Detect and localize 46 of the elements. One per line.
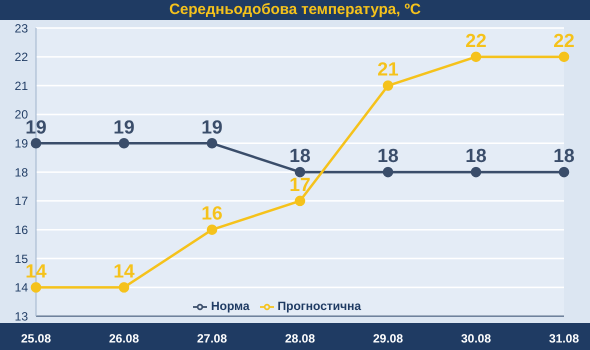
y-tick-label: 14	[14, 280, 28, 295]
point	[30, 282, 42, 293]
data-label: 22	[553, 30, 575, 52]
x-tick-label: 31.08	[548, 332, 580, 346]
point	[294, 196, 306, 206]
point	[206, 138, 218, 149]
point	[382, 80, 394, 91]
y-tick-label: 21	[14, 78, 28, 93]
point	[118, 282, 130, 293]
point	[30, 138, 42, 149]
legend-label: Норма	[210, 299, 250, 313]
point	[558, 166, 570, 178]
y-tick-label: 19	[14, 136, 28, 151]
data-label: 18	[465, 146, 487, 168]
data-label: 22	[465, 30, 487, 52]
point	[294, 166, 306, 178]
data-label: 18	[289, 146, 311, 168]
y-tick-label: 18	[14, 165, 28, 180]
y-tick-label: 15	[14, 252, 28, 266]
point	[470, 52, 482, 62]
x-tick-label: 27.08	[196, 332, 228, 346]
legend-label: Прогностична	[278, 299, 362, 313]
x-tick-label: 26.08	[108, 332, 140, 346]
data-label: 18	[553, 146, 575, 168]
point	[470, 166, 482, 178]
x-tick-label: 29.08	[372, 332, 404, 346]
y-tick-label: 22	[14, 50, 28, 64]
point	[382, 166, 394, 178]
data-label: 18	[377, 146, 399, 168]
point	[206, 224, 218, 235]
y-tick-label: 16	[14, 222, 28, 237]
data-label: 19	[201, 117, 223, 138]
x-tick-label: 28.08	[284, 332, 316, 346]
point	[118, 138, 130, 149]
data-label: 17	[289, 174, 311, 196]
x-tick-label: 30.08	[460, 332, 492, 346]
data-label: 16	[201, 204, 223, 225]
point	[558, 52, 570, 62]
y-tick-label: 17	[14, 194, 28, 208]
x-tick-label: 25.08	[20, 332, 52, 346]
data-label: 19	[113, 117, 135, 138]
data-label: 21	[377, 60, 399, 81]
y-tick-label: 23	[14, 21, 28, 36]
data-label: 14	[113, 261, 135, 282]
y-tick-label: 13	[14, 309, 28, 324]
y-tick-label: 20	[14, 108, 28, 122]
